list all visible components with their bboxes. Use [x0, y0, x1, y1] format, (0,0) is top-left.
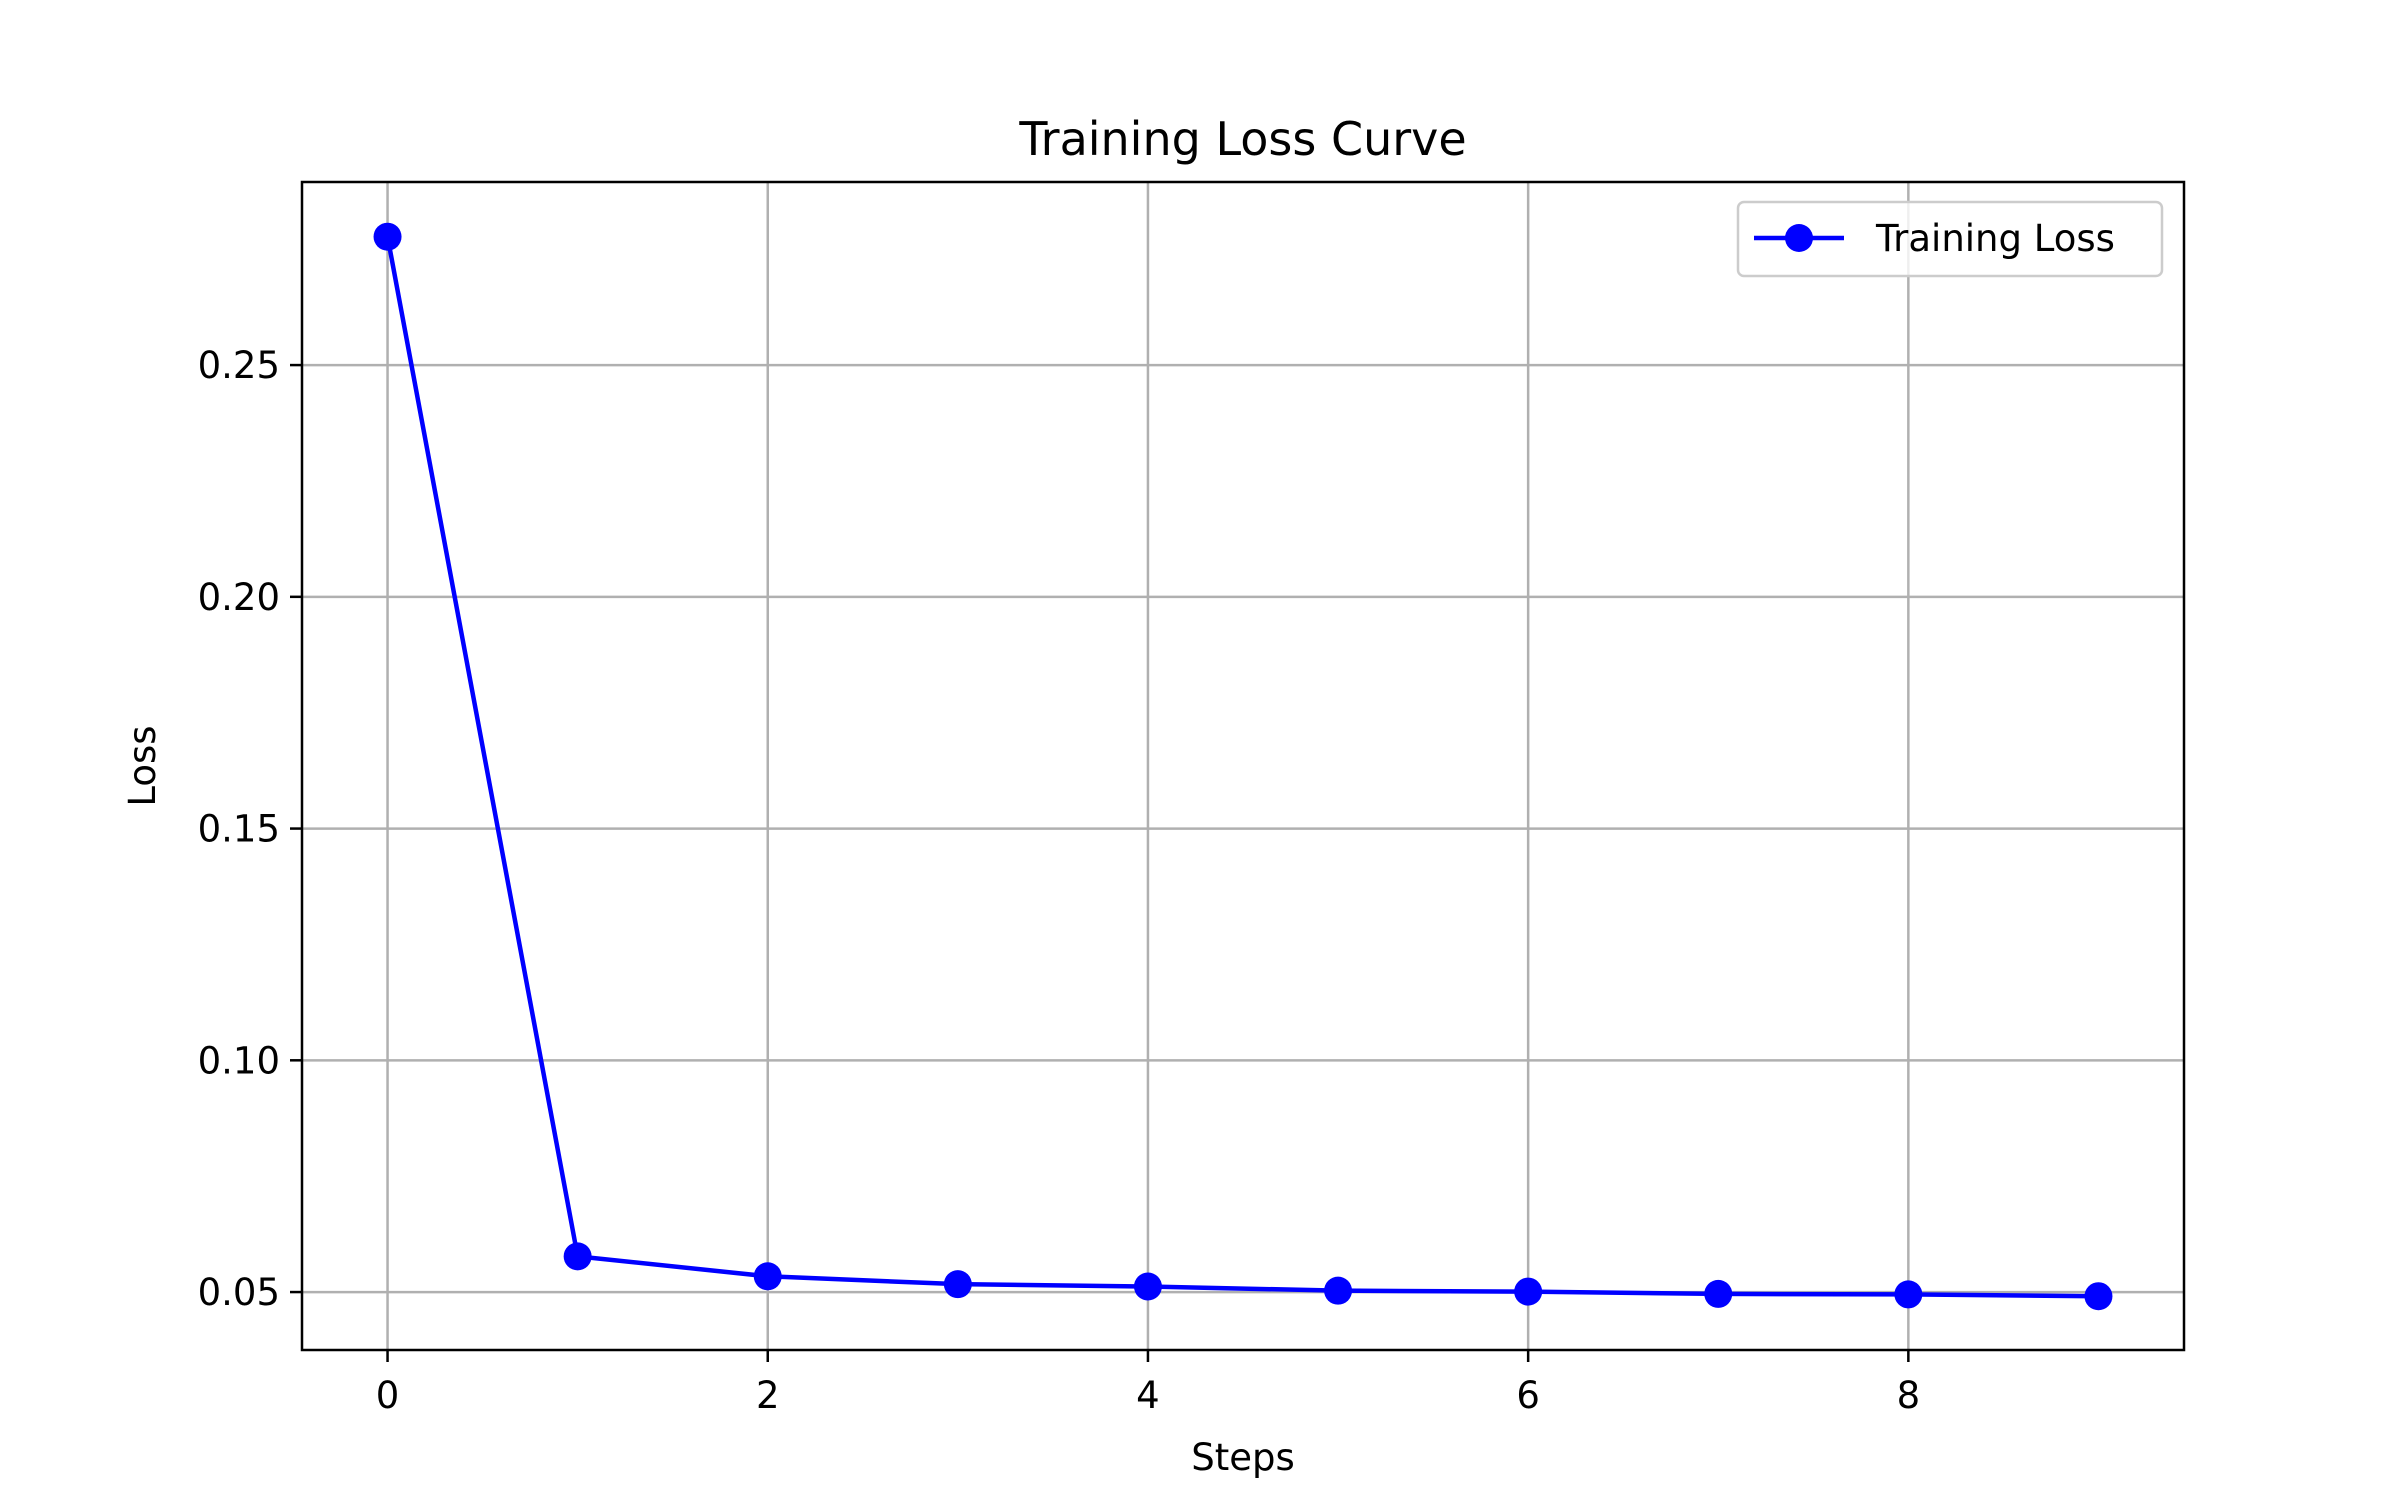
data-point [563, 1242, 592, 1271]
y-tick-label: 0.20 [198, 576, 280, 619]
data-point [753, 1262, 782, 1291]
x-tick-label: 0 [376, 1374, 400, 1417]
grid-lines [302, 182, 2184, 1350]
data-point [2084, 1282, 2113, 1311]
data-point [943, 1270, 972, 1299]
x-tick-label: 6 [1516, 1374, 1540, 1417]
data-point [1894, 1280, 1923, 1309]
data-point [1133, 1272, 1162, 1301]
data-point [1514, 1277, 1543, 1306]
axis-ticks: 0 2 4 6 8 0.05 0.10 0.15 0.20 0.25 [198, 344, 1921, 1417]
x-axis-label: Steps [1191, 1436, 1295, 1479]
y-tick-label: 0.25 [198, 344, 280, 387]
series-line-training-loss [385, 236, 2099, 1299]
legend: Training Loss [1736, 200, 2164, 278]
plot-frame [300, 180, 2186, 1352]
chart-title: Training Loss Curve [1018, 112, 1466, 166]
x-tick-label: 8 [1897, 1374, 1921, 1417]
series-layer [373, 222, 2113, 1311]
legend-entry-training-loss: Training Loss [1875, 217, 2115, 260]
y-tick-label: 0.05 [198, 1271, 280, 1314]
y-axis-label: Loss [121, 725, 164, 806]
x-tick-label: 4 [1136, 1374, 1160, 1417]
data-point [1324, 1276, 1353, 1305]
y-tick-label: 0.10 [198, 1039, 280, 1082]
y-tick-label: 0.15 [198, 808, 280, 851]
data-point [373, 222, 402, 251]
x-tick-label: 2 [756, 1374, 780, 1417]
legend-box [1736, 200, 2164, 278]
data-point [1704, 1279, 1733, 1308]
legend-marker [1785, 224, 1813, 252]
